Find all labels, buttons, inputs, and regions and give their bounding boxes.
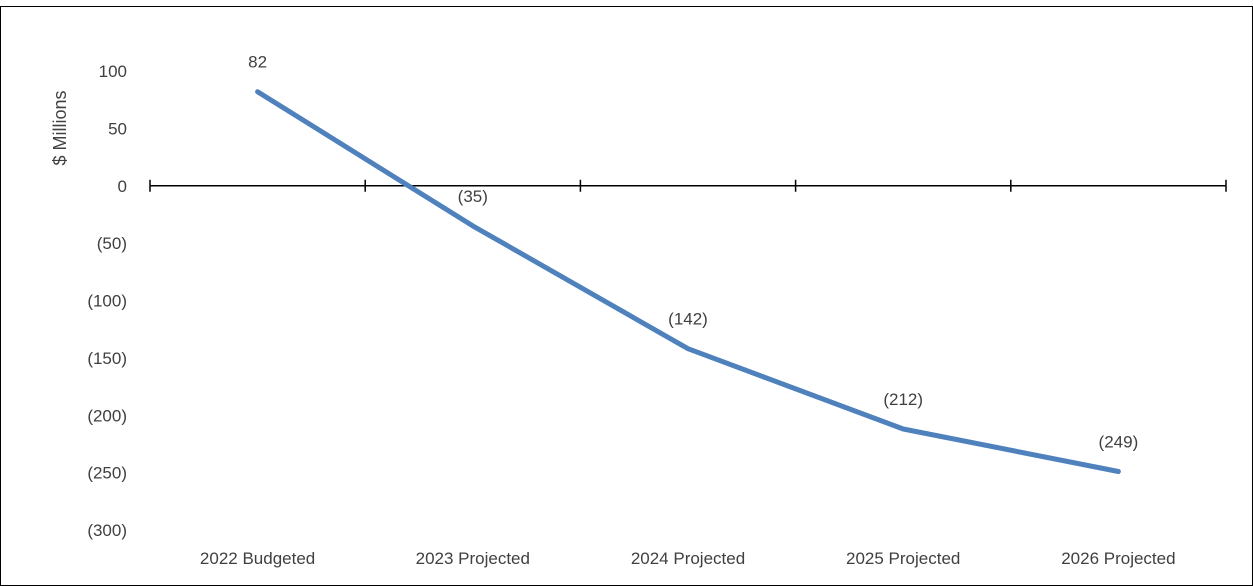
y-tick-label: (200) <box>87 406 127 425</box>
x-category-label: 2025 Projected <box>846 549 960 568</box>
y-tick-label: (300) <box>87 521 127 540</box>
y-tick-label: 100 <box>99 62 127 81</box>
data-label: (249) <box>1099 432 1139 451</box>
data-point <box>472 225 474 227</box>
data-label: (212) <box>883 390 923 409</box>
y-tick-label: 0 <box>118 177 127 196</box>
data-label: (35) <box>458 187 488 206</box>
y-tick-label: (250) <box>87 464 127 483</box>
y-tick-label: (50) <box>97 234 127 253</box>
data-point <box>687 348 689 350</box>
x-category-label: 2022 Budgeted <box>200 549 315 568</box>
data-label: (142) <box>668 310 708 329</box>
y-tick-label: (100) <box>87 292 127 311</box>
x-category-label: 2023 Projected <box>416 549 530 568</box>
x-category-label: 2026 Projected <box>1061 549 1175 568</box>
y-axis-title: $ Millions <box>50 90 70 165</box>
data-point <box>257 91 259 93</box>
data-point <box>1117 470 1119 472</box>
x-category-label: 2024 Projected <box>631 549 745 568</box>
data-point <box>902 428 904 430</box>
y-tick-label: (150) <box>87 349 127 368</box>
chart-border <box>0 6 1253 586</box>
data-label: 82 <box>248 53 267 72</box>
y-tick-label: 50 <box>108 119 127 138</box>
